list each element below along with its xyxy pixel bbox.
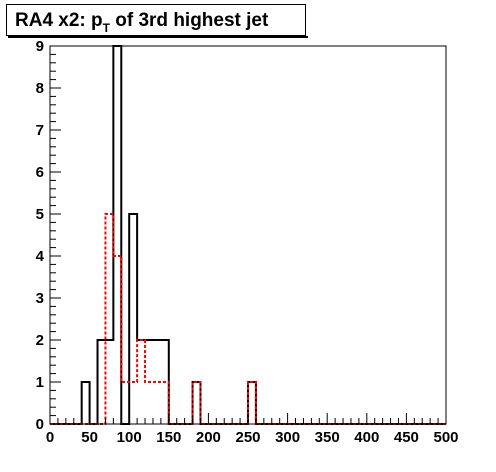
title-prefix: RA4 x2: p: [15, 10, 103, 31]
series-layer: [50, 45, 446, 425]
x-tick-label: 300: [275, 429, 300, 446]
y-tick-label: 4: [36, 248, 45, 265]
chart-title: RA4 x2: pT of 3rd highest jet: [15, 10, 268, 35]
plot-border: [49, 45, 447, 425]
x-tick-label: 200: [196, 429, 221, 446]
histogram-series-2: [50, 213, 446, 425]
axes: 0 50 100 150 200 250 300 350 400 450 500 0 1 2 3 4 5 6 7 8 9: [36, 38, 459, 446]
histogram-series-1: [50, 45, 446, 425]
y-tick-label: 6: [36, 164, 44, 181]
y-tick-label: 8: [36, 80, 44, 97]
title-shadow: [8, 36, 308, 38]
x-tick-label: 0: [46, 429, 54, 446]
plot-frame: [49, 45, 447, 425]
y-tick-label: 0: [36, 416, 44, 433]
x-tick-label: 500: [433, 429, 458, 446]
title-box: RA4 x2: pT of 3rd highest jet: [6, 4, 306, 36]
x-tick-label: 450: [394, 429, 419, 446]
x-tick-label: 400: [354, 429, 379, 446]
x-tick-label: 100: [117, 429, 142, 446]
x-tick-label: 350: [315, 429, 340, 446]
y-tick-label: 3: [36, 290, 44, 307]
x-tick-label: 150: [156, 429, 181, 446]
y-tick-label: 5: [36, 206, 44, 223]
x-tick-label: 50: [81, 429, 98, 446]
y-tick-label: 9: [36, 38, 44, 55]
y-tick-label: 2: [36, 332, 44, 349]
title-subscript: T: [102, 21, 110, 35]
x-tick-label: 250: [235, 429, 260, 446]
y-tick-label: 7: [36, 122, 44, 139]
y-tick-label: 1: [36, 374, 44, 391]
title-suffix: of 3rd highest jet: [109, 10, 269, 31]
